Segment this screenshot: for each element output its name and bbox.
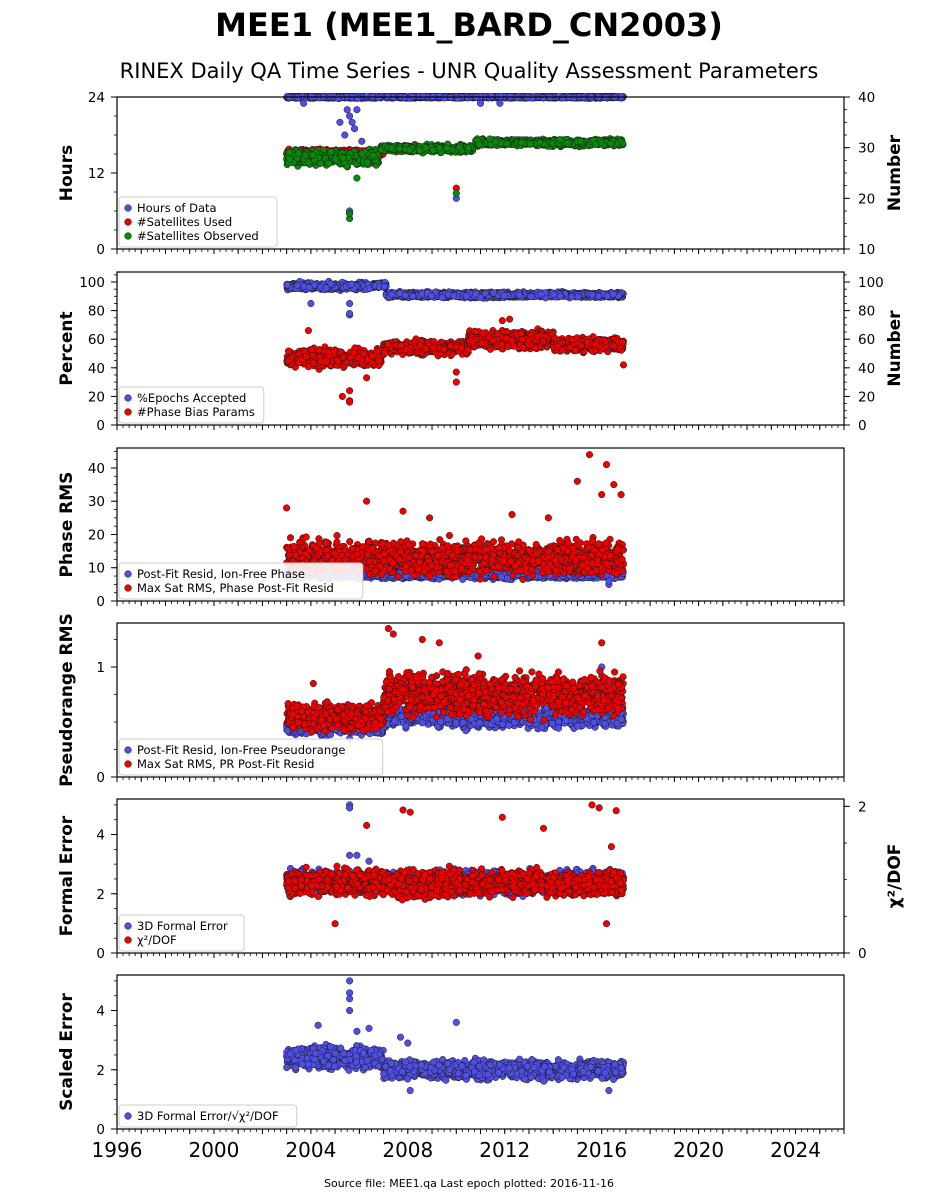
data-point [591, 140, 599, 148]
data-point [443, 144, 451, 152]
data-point [293, 281, 301, 289]
y-tick-label: 24 [88, 90, 105, 106]
data-point [452, 189, 460, 197]
data-point [577, 137, 585, 145]
data-point [353, 106, 361, 114]
data-point [347, 280, 356, 288]
data-point [294, 149, 302, 157]
data-point [301, 151, 309, 159]
data-point [283, 281, 291, 289]
data-point [503, 140, 511, 148]
data-point [476, 99, 485, 107]
data-point [607, 140, 615, 148]
data-point [354, 94, 362, 102]
data-point [563, 139, 571, 147]
data-point [422, 144, 430, 152]
data-point [395, 145, 403, 153]
data-point [339, 154, 347, 162]
data-point [343, 106, 351, 114]
data-point [475, 140, 483, 148]
data-point [327, 280, 335, 288]
figure-title: MEE1 (MEE1_BARD_CN2003) [215, 6, 723, 44]
data-point [406, 146, 414, 154]
y-right-tick-label: 40 [858, 90, 875, 106]
data-point [305, 284, 313, 292]
data-point [487, 93, 495, 100]
data-point [419, 93, 427, 100]
data-point [325, 159, 333, 168]
footer-note: Source file: MEE1.qa Last epoch plotted:… [324, 1177, 614, 1190]
data-point [387, 144, 395, 152]
data-point [440, 94, 448, 102]
scatter-points [283, 93, 627, 223]
data-point [346, 209, 354, 218]
series-3 [283, 135, 627, 223]
data-point [416, 147, 424, 155]
data-point [363, 158, 371, 166]
data-point [496, 99, 504, 107]
data-point [341, 131, 349, 139]
data-point [464, 144, 473, 152]
data-point [300, 99, 308, 107]
data-point [353, 174, 361, 182]
data-point [598, 138, 606, 147]
data-point [309, 151, 317, 159]
data-point [497, 93, 505, 100]
series-1 [283, 93, 627, 215]
data-point [305, 159, 313, 167]
data-point [435, 144, 443, 152]
legend: Hours of Data#Satellites Used#Satellites… [118, 196, 278, 248]
legend-label: #Satellites Observed [137, 229, 259, 243]
legend-marker [124, 204, 132, 212]
data-point [486, 135, 494, 143]
data-point [455, 143, 463, 151]
data-point [350, 125, 359, 133]
data-point [327, 148, 335, 156]
data-point [358, 137, 366, 145]
series-1 [283, 277, 627, 319]
data-point [286, 148, 294, 156]
data-point [317, 159, 325, 167]
data-point [334, 94, 342, 102]
y-tick-label: 12 [88, 166, 105, 182]
y-tick-label: 0 [96, 242, 105, 258]
data-point [336, 118, 344, 126]
figure-subtitle: RINEX Daily QA Time Series - UNR Quality… [120, 59, 819, 83]
data-point [346, 112, 354, 120]
scatter-points [283, 277, 628, 406]
legend-label: Hours of Data [137, 201, 217, 215]
data-point [429, 146, 437, 154]
data-point [454, 94, 462, 102]
legend-marker [124, 232, 132, 240]
panel-2: 020406080100Percent020406080100Number%Ep… [57, 271, 905, 434]
legend-marker [124, 218, 132, 226]
data-point [464, 94, 472, 102]
data-point [556, 136, 564, 144]
data-point [358, 150, 366, 158]
legend-label: #Satellites Used [137, 215, 232, 229]
data-point [518, 138, 526, 146]
y-right-tick-label: 30 [858, 141, 875, 157]
y-right-tick-label: 10 [858, 242, 875, 258]
data-point [380, 282, 389, 291]
y-right-tick-label: 20 [858, 191, 875, 207]
y-axis-label: Hours [57, 145, 77, 202]
data-point [286, 155, 294, 163]
y-right-axis-label: Number [885, 134, 905, 211]
data-point [348, 118, 356, 126]
data-point [369, 152, 377, 160]
data-point [559, 94, 567, 102]
data-point [526, 140, 534, 148]
